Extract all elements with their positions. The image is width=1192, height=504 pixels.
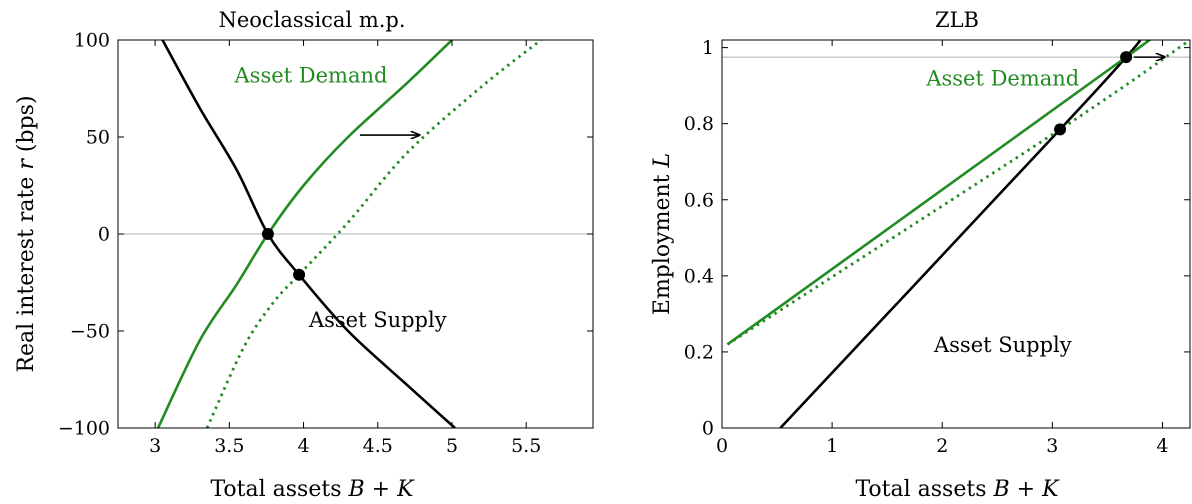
y-tick-label: 1 [702,37,714,59]
y-tick-label: −100 [58,418,110,440]
chart-zlb: ZLB Total assets B + K Employment L Asse… [650,8,1191,502]
x-tick-label: 1 [826,435,838,457]
x-tick-label: 3 [149,435,161,457]
chart-title: Neoclassical m.p. [218,8,405,32]
y-axis-label: Real interest rate r (bps) [14,95,39,372]
x-tick-label: 5 [446,435,458,457]
x-tick-label: 4 [1156,435,1168,457]
curve-label-asset-supply: Asset Supply [308,308,447,332]
series-demand [156,40,453,428]
series-supply [161,40,456,428]
x-tick-label: 3 [1046,435,1058,457]
y-axis-label: Employment L [650,153,675,315]
y-tick-label: 0 [98,224,110,246]
x-tick-label: 2 [936,435,948,457]
series-supply [779,40,1142,428]
x-tick-label: 5.5 [511,435,541,457]
y-tick-label: 0.8 [684,113,714,135]
series-demand-shifted [205,40,542,428]
chart-title: ZLB [935,8,979,32]
equilibrium-point [293,268,306,281]
y-tick-label: 0.6 [684,189,714,211]
equilibrium-point [261,228,274,240]
y-tick-label: 0.4 [684,265,714,287]
series-demand [726,40,1152,346]
chart-neoclassical: Neoclassical m.p. Total assets B + K Rea… [14,8,594,502]
series-demand-shifted [726,40,1190,346]
x-tick-label: 4 [298,435,310,457]
plot-frame [721,39,1191,429]
x-axis-label: Total assets B + K [210,477,415,502]
x-tick-label: 3.5 [214,435,244,457]
curve-label-asset-demand: Asset Demand [234,64,388,88]
curve-label-asset-supply: Asset Supply [933,333,1072,357]
y-tick-label: 0 [702,418,714,440]
curve-label-asset-demand: Asset Demand [925,67,1079,91]
equilibrium-point [1120,51,1133,64]
y-tick-label: 100 [74,30,110,52]
y-tick-label: 0.2 [684,341,714,363]
x-axis-label: Total assets B + K [855,477,1060,502]
y-tick-label: −50 [70,321,110,343]
x-tick-label: 0 [716,435,728,457]
y-tick-label: 50 [86,127,110,149]
equilibrium-point [1054,123,1067,136]
x-tick-label: 4.5 [363,435,393,457]
